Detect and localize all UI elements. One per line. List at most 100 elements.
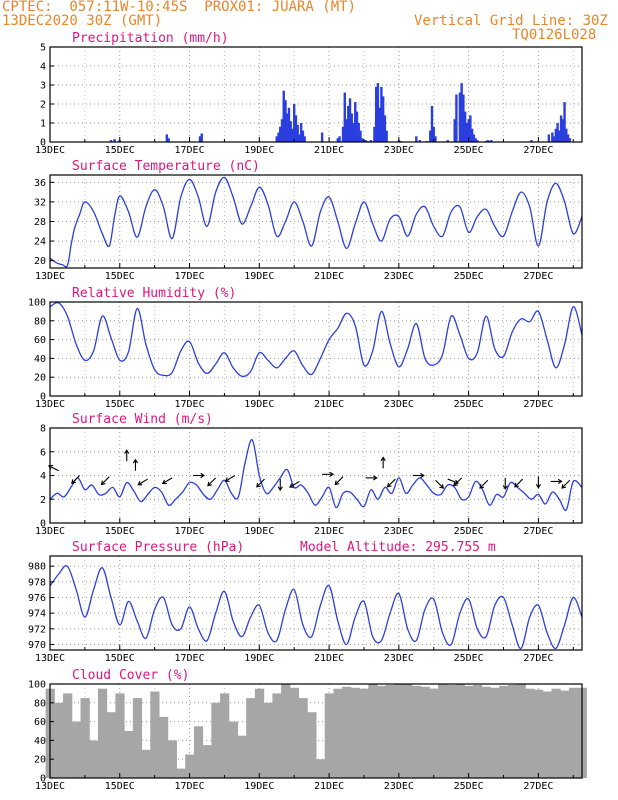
temperature-ytick-label: 32 [34, 197, 46, 208]
precip-bar [383, 115, 387, 142]
precip-bar [303, 136, 306, 142]
cloud-cover-bar [115, 693, 125, 778]
cloud-cover-bar [202, 745, 212, 778]
precip-bar [347, 105, 350, 142]
precipitation-panel: 0 1 2 3 4 5 13DEC 15DEC 17DEC 19DEC 21DEC 23DEC 25DE… [35, 31, 583, 156]
precip-bar [299, 123, 303, 142]
precipitation-xtick-label: 25DEC [454, 145, 484, 156]
cloud-ytick-label: 20 [34, 755, 46, 766]
cloud-cover-bar [359, 688, 369, 778]
humidity-xtick-label: 19DEC [244, 399, 274, 410]
precip-bar [432, 126, 435, 142]
wind-arrow [479, 479, 489, 489]
precip-bar [469, 115, 472, 142]
pressure-series-line [49, 565, 583, 650]
wind-xtick-label: 23DEC [384, 526, 414, 537]
precip-bar [465, 123, 469, 142]
cloud-cover-bar [89, 740, 99, 778]
wind-xtick-label: 19DEC [244, 526, 274, 537]
precip-bar [279, 126, 282, 142]
cloud-cover-bar [97, 688, 108, 778]
precip-bar [467, 119, 470, 142]
humidity-xtick-label: 27DEC [523, 399, 553, 410]
temperature-xtick-label: 23DEC [384, 271, 414, 282]
wind-ytick-label: 0 [40, 519, 46, 530]
precip-bar [336, 138, 340, 142]
temperature-xtick-label: 13DEC [35, 271, 65, 282]
cloud-cover-bar [403, 684, 413, 778]
precip-bar [298, 134, 301, 142]
cloud-cover-bar [263, 702, 273, 778]
temperature-title: Surface Temperature (nC) [72, 159, 260, 174]
cloud-cover-bar [63, 693, 73, 778]
wind-arrow [100, 476, 110, 486]
precipitation-xtick-label: 19DEC [244, 145, 274, 156]
wind-xtick-label: 15DEC [105, 526, 135, 537]
pressure-ytick-label: 976 [28, 593, 46, 604]
precip-bar [165, 134, 169, 142]
model-altitude-annotation: Model Altitude: 295.755 m [300, 540, 496, 555]
precip-bar [551, 132, 554, 142]
precipitation-ytick-label: 0 [40, 138, 46, 149]
cloud-cover-bar [333, 688, 343, 778]
precipitation-ytick-label: 1 [40, 119, 46, 130]
wind-panel: 0 2 4 6 8 13DEC 15DEC 17DEC 19DEC 21DEC 23DEC 25DEC… [35, 412, 583, 537]
cloud-cover-bar [446, 684, 457, 778]
cloud-cover-bar [324, 693, 334, 778]
precip-bar [380, 86, 383, 142]
header-run-date: 13DEC2020 30Z (GMT) [2, 13, 163, 29]
precip-bar [554, 128, 558, 142]
precip-bar [561, 119, 565, 142]
precipitation-ytick-label: 2 [40, 100, 46, 111]
humidity-ytick-label: 80 [34, 316, 46, 327]
cloud-cover-bar [237, 735, 247, 778]
precip-bar [565, 128, 568, 142]
pressure-ytick-label: 974 [28, 609, 46, 620]
precip-bar [369, 140, 373, 142]
cloud-cover-bar [411, 685, 422, 778]
wind-xtick-label: 27DEC [523, 526, 553, 537]
precip-bar [361, 138, 364, 142]
precip-bar [291, 128, 294, 142]
humidity-xtick-label: 15DEC [105, 399, 135, 410]
precip-bar [385, 130, 388, 142]
precip-bar [486, 140, 490, 142]
precip-bar [558, 130, 561, 142]
precip-bar [357, 123, 360, 142]
wind-arrow [435, 479, 445, 489]
pressure-panel: 970 972 974 976 978 980 13DEC 15DEC 17DEC 19DEC 21… [28, 540, 583, 664]
precip-bar [568, 138, 571, 142]
cloud-cover-bar [385, 684, 395, 778]
wind-arrow [71, 475, 81, 485]
wind-arrow [365, 475, 378, 481]
cloud-cover-bar [516, 684, 526, 778]
precip-bar [453, 119, 456, 142]
wind-xtick-label: 13DEC [35, 526, 65, 537]
precip-bar [566, 134, 570, 142]
pressure-ytick-label: 980 [28, 562, 46, 573]
precipitation-ytick-label: 5 [40, 43, 46, 54]
cloud-cover-bar [542, 691, 552, 778]
pressure-frame [49, 555, 583, 651]
temperature-xtick-label: 21DEC [314, 271, 344, 282]
cloud-cover-bar [246, 698, 256, 778]
cloud-cover-bar [429, 688, 439, 778]
wind-title: Surface Wind (m/s) [72, 412, 213, 427]
precip-bar [373, 126, 376, 142]
precip-bar [556, 123, 559, 142]
precipitation-xtick-label: 13DEC [35, 145, 65, 156]
humidity-xtick-label: 17DEC [174, 399, 204, 410]
cloud-cover-bar [568, 687, 579, 778]
cloud-cover-bar [490, 687, 500, 778]
temperature-ytick-label: 28 [34, 217, 46, 228]
cloud-xtick-label: 21DEC [314, 781, 344, 792]
precip-bar [430, 105, 434, 142]
cloud-cover-bar [455, 684, 465, 778]
wind-xtick-label: 21DEC [314, 526, 344, 537]
cloud-cover-bar [316, 759, 326, 778]
cloud-xtick-label: 13DEC [35, 781, 65, 792]
cloud-frame [49, 683, 583, 779]
precip-bar [530, 140, 533, 142]
cloud-cover-bar [80, 698, 90, 778]
